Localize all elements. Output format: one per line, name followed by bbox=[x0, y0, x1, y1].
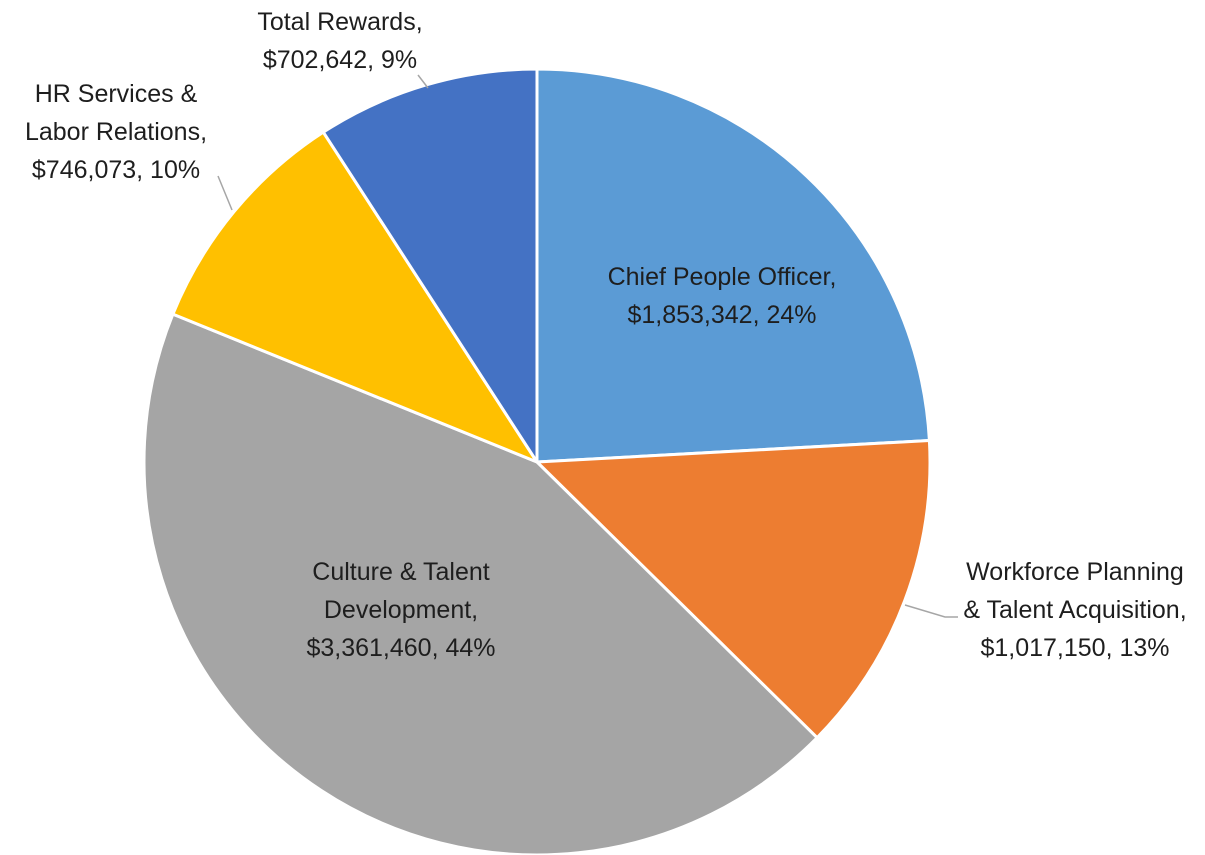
slice-label: Culture & Talent Development, $3,361,460,… bbox=[265, 553, 537, 667]
slice-label: Chief People Officer, $1,853,342, 24% bbox=[602, 258, 842, 334]
pie-slice bbox=[171, 130, 539, 464]
leader-line bbox=[217, 175, 233, 211]
pie-slice bbox=[535, 439, 932, 740]
pie-slice bbox=[142, 312, 819, 855]
value-label: $1,017,150, 13% bbox=[980, 634, 1170, 662]
pie-slice bbox=[535, 67, 931, 464]
slice-label: HR Services & Labor Relations, $746,073, … bbox=[0, 75, 232, 189]
value-label: $1,853,342, 24% bbox=[627, 301, 817, 329]
leader-line bbox=[417, 74, 429, 89]
slice-label: Total Rewards, $702,642, 9% bbox=[220, 3, 460, 79]
value-label: $702,642, 9% bbox=[262, 46, 418, 74]
category-label: Chief People Officer, bbox=[607, 263, 837, 291]
value-label: $746,073, 10% bbox=[31, 156, 201, 184]
category-label: Culture & Talent Development, bbox=[312, 558, 490, 624]
slice-label: Workforce Planning & Talent Acquisition,… bbox=[955, 553, 1195, 667]
category-label: HR Services & Labor Relations, bbox=[24, 80, 208, 146]
category-label: Workforce Planning & Talent Acquisition, bbox=[963, 558, 1187, 624]
value-label: $3,361,460, 44% bbox=[306, 634, 496, 662]
leader-line bbox=[904, 604, 958, 618]
category-label: Total Rewards, bbox=[257, 8, 423, 36]
